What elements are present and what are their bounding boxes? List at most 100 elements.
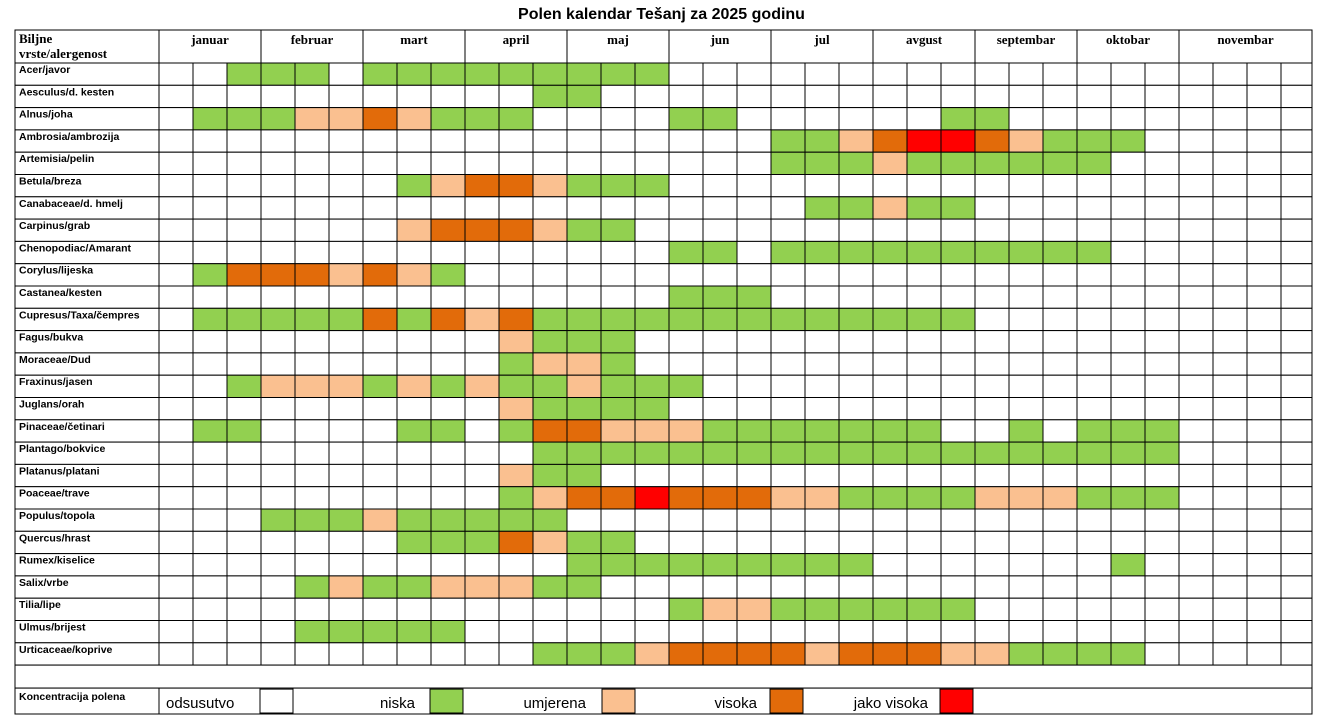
heat-cell xyxy=(736,263,772,287)
heat-cell xyxy=(804,330,840,354)
heat-cell xyxy=(260,129,296,153)
heat-cell xyxy=(736,575,772,599)
heat-cell xyxy=(1042,530,1078,555)
heat-cell xyxy=(838,575,874,599)
heat-cell xyxy=(1178,486,1214,510)
heat-cell xyxy=(906,151,942,175)
heat-cell xyxy=(294,575,330,599)
heat-cell xyxy=(940,196,976,220)
heat-cell xyxy=(668,597,704,622)
heat-cell xyxy=(1110,530,1146,555)
heat-cell xyxy=(1076,597,1112,622)
row-end-cell xyxy=(1280,218,1313,242)
heat-cell xyxy=(906,218,942,242)
heat-cell xyxy=(1246,174,1282,198)
heat-cell xyxy=(1246,553,1282,577)
heat-cell xyxy=(600,285,636,309)
heat-cell xyxy=(294,508,330,532)
row-label: Artemisia/pelin xyxy=(19,153,94,165)
heat-cell xyxy=(294,218,330,242)
heat-cell xyxy=(260,307,296,332)
heat-cell xyxy=(1008,107,1044,131)
heat-cell xyxy=(940,352,976,376)
heat-cell xyxy=(634,307,670,332)
heat-cell xyxy=(1178,263,1214,287)
heat-cell xyxy=(464,285,500,309)
heat-cell xyxy=(464,553,500,577)
heat-cell xyxy=(362,553,398,577)
heat-cell xyxy=(294,597,330,622)
legend-label: jako visoka xyxy=(853,695,929,712)
heat-cell xyxy=(498,285,534,309)
heat-cell xyxy=(328,508,364,532)
heat-cell xyxy=(532,151,568,175)
heat-cell xyxy=(736,218,772,242)
heat-cell xyxy=(226,486,262,510)
heat-cell xyxy=(158,62,194,86)
heat-cell xyxy=(226,463,262,488)
heat-cell xyxy=(974,553,1010,577)
heat-cell xyxy=(1212,530,1248,555)
heat-cell xyxy=(668,397,704,421)
heat-cell xyxy=(600,84,636,109)
heat-cell xyxy=(634,397,670,421)
heat-cell xyxy=(260,285,296,309)
row-label: Castanea/kesten xyxy=(19,287,102,299)
heat-cell xyxy=(260,352,296,376)
heat-cell xyxy=(804,441,840,465)
heat-cell xyxy=(1076,285,1112,309)
heat-cell xyxy=(362,374,398,399)
row-end-cell xyxy=(1280,84,1313,109)
heat-cell xyxy=(1144,84,1180,109)
heat-cell xyxy=(770,62,806,86)
heat-cell xyxy=(226,352,262,376)
heat-cell xyxy=(668,553,704,577)
heat-cell xyxy=(1144,129,1180,153)
heat-cell xyxy=(226,597,262,622)
heat-cell xyxy=(1212,62,1248,86)
heat-cell xyxy=(1076,151,1112,175)
heat-cell xyxy=(396,151,432,175)
heat-cell xyxy=(1110,620,1146,644)
heat-cell xyxy=(498,463,534,488)
heat-cell xyxy=(974,62,1010,86)
heat-cell xyxy=(1144,530,1180,555)
heat-cell xyxy=(362,107,398,131)
heat-cell xyxy=(702,285,738,309)
heat-cell xyxy=(260,62,296,86)
heat-cell xyxy=(226,330,262,354)
heat-cell xyxy=(362,419,398,443)
heat-cell xyxy=(294,620,330,644)
heat-cell xyxy=(1144,107,1180,131)
heat-cell xyxy=(464,129,500,153)
heat-cell xyxy=(940,553,976,577)
heat-cell xyxy=(736,352,772,376)
heat-cell xyxy=(396,129,432,153)
heat-cell xyxy=(396,196,432,220)
heat-cell xyxy=(532,263,568,287)
heat-cell xyxy=(328,174,364,198)
heat-cell xyxy=(770,374,806,399)
heat-cell xyxy=(260,330,296,354)
month-header xyxy=(464,29,568,64)
heat-cell xyxy=(498,508,534,532)
heat-cell xyxy=(1110,240,1146,265)
heat-cell xyxy=(260,263,296,287)
heat-cell xyxy=(974,575,1010,599)
row-end-cell xyxy=(1280,196,1313,220)
heat-cell xyxy=(192,218,228,242)
heat-cell xyxy=(1178,553,1214,577)
row-label: Plantago/bokvice xyxy=(19,443,106,455)
heat-cell xyxy=(1042,397,1078,421)
heat-cell xyxy=(192,174,228,198)
heat-cell xyxy=(906,419,942,443)
heat-cell xyxy=(532,575,568,599)
heat-cell xyxy=(158,441,194,465)
heat-cell xyxy=(872,397,908,421)
heat-cell xyxy=(906,508,942,532)
heat-cell xyxy=(566,486,602,510)
heat-cell xyxy=(770,575,806,599)
heat-cell xyxy=(566,151,602,175)
heat-cell xyxy=(226,285,262,309)
heat-cell xyxy=(804,307,840,332)
